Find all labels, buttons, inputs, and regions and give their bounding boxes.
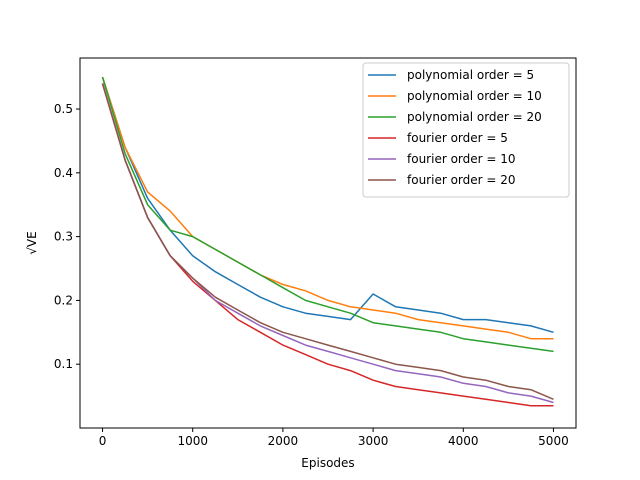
- legend-label: polynomial order = 20: [407, 110, 542, 124]
- x-axis-ticks: 0 1000 2000 3000 4000 5000: [99, 428, 569, 448]
- legend-frame: [362, 62, 570, 198]
- x-tick-label: 3000: [358, 434, 389, 448]
- series-line-3: [101, 76, 554, 353]
- series-line-2: [101, 76, 554, 340]
- y-axis-label: √VE: [25, 231, 39, 254]
- legend-label: fourier order = 10: [407, 152, 516, 166]
- legend-label: fourier order = 20: [407, 173, 516, 187]
- y-tick-label: 0.2: [54, 293, 73, 307]
- y-axis-ticks: 0.1 0.2 0.3 0.4 0.5: [54, 102, 80, 371]
- y-tick-label: 0.1: [54, 357, 73, 371]
- series-lines: [101, 76, 554, 407]
- x-tick-label: 0: [99, 434, 107, 448]
- legend: polynomial order = 5 polynomial order = 1…: [362, 62, 570, 198]
- x-tick-label: 2000: [268, 434, 299, 448]
- x-tick-label: 5000: [538, 434, 569, 448]
- series-line-6: [101, 83, 554, 400]
- series-line-4: [101, 83, 554, 407]
- legend-label: polynomial order = 5: [407, 68, 534, 82]
- x-tick-label: 1000: [177, 434, 208, 448]
- axes-frame: [79, 57, 577, 429]
- y-tick-label: 0.4: [54, 166, 73, 180]
- y-tick-label: 0.5: [54, 102, 73, 116]
- legend-label: fourier order = 5: [407, 131, 508, 145]
- series-line-1: [101, 76, 554, 334]
- y-tick-label: 0.3: [54, 230, 73, 244]
- x-tick-label: 4000: [448, 434, 479, 448]
- legend-label: polynomial order = 10: [407, 89, 542, 103]
- x-axis-label: Episodes: [301, 456, 354, 470]
